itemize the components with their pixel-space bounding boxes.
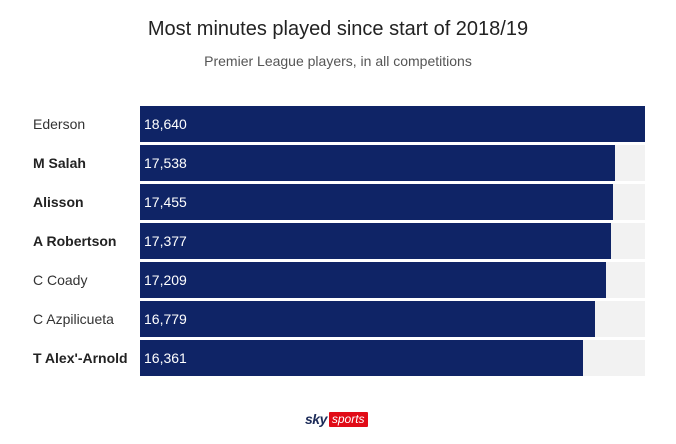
category-label: A Robertson [33,233,117,249]
bar-value-label: 17,538 [144,155,187,171]
bar-value-label: 16,779 [144,311,187,327]
logo-sky-text: sky [305,411,327,427]
bar-value-label: 17,377 [144,233,187,249]
bar [140,340,584,376]
bar [140,184,613,220]
sky-sports-logo: sky sports [305,411,368,427]
bar [140,301,595,337]
bar-value-label: 17,455 [144,194,187,210]
chart-subtitle: Premier League players, in all competiti… [204,53,472,69]
bar-value-label: 18,640 [144,116,187,132]
bar [140,145,616,181]
category-label: Alisson [33,194,84,210]
bar-value-label: 17,209 [144,272,187,288]
bar [140,262,607,298]
category-label: T Alex'-Arnold [33,350,128,366]
category-label: Ederson [33,116,86,132]
bar [140,223,611,259]
logo-sports-text: sports [328,411,368,427]
category-label: C Coady [33,272,88,288]
chart-title: Most minutes played since start of 2018/… [147,18,529,40]
category-label: M Salah [33,155,86,171]
category-label: C Azpilicueta [33,311,114,327]
bar-value-label: 16,361 [144,350,187,366]
bar [140,106,645,142]
